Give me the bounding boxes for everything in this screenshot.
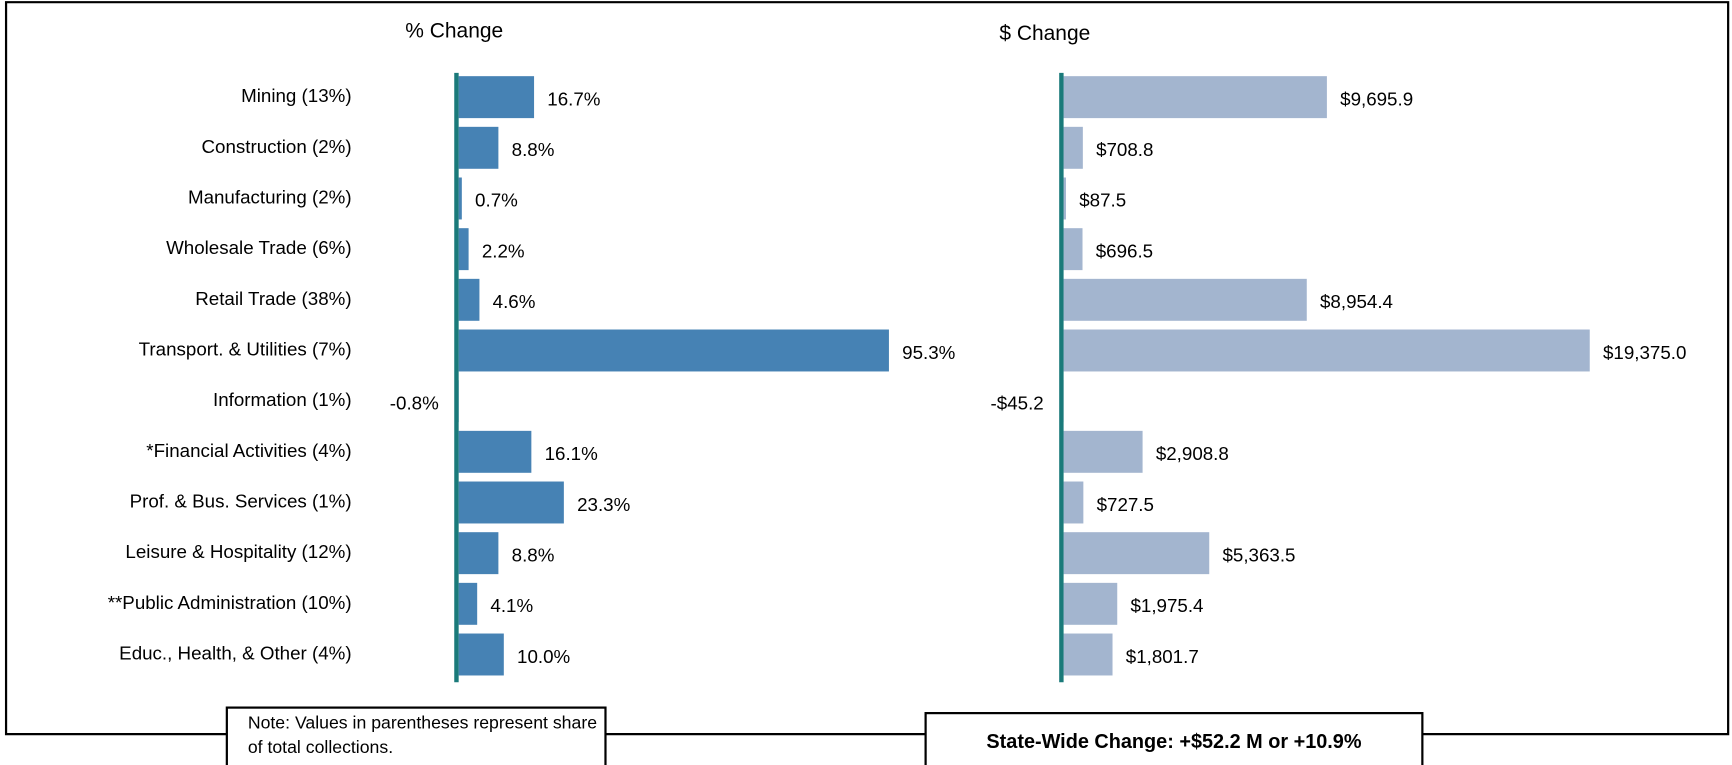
summary-box (924, 712, 1424, 765)
category-label: Information (1%) (213, 389, 352, 410)
value-label: $19,375.0 (1603, 342, 1686, 363)
bar (458, 76, 535, 119)
value-label: $1,801.7 (1126, 646, 1199, 667)
note-box (225, 706, 607, 765)
bar (1063, 76, 1327, 119)
value-label: 10.0% (517, 646, 570, 667)
category-label: **Public Administration (10%) (108, 592, 352, 613)
bar (1063, 278, 1307, 321)
category-label: Educ., Health, & Other (4%) (119, 642, 351, 663)
bar (458, 278, 480, 321)
bar (458, 430, 532, 473)
value-label: 95.3% (902, 342, 955, 363)
value-label: 23.3% (577, 494, 630, 515)
bar (458, 582, 478, 625)
category-label: Retail Trade (38%) (195, 288, 351, 309)
category-label: Leisure & Hospitality (12%) (125, 541, 351, 562)
bar (458, 481, 564, 524)
chart-title: % Change (405, 20, 503, 43)
value-label: 8.8% (512, 139, 555, 160)
bar (1063, 430, 1143, 473)
value-label: $708.8 (1096, 139, 1153, 160)
value-label: 4.6% (493, 291, 536, 312)
category-label: Transport. & Utilities (7%) (139, 338, 352, 359)
value-label: $5,363.5 (1222, 544, 1295, 565)
chart-title: $ Change (999, 22, 1090, 45)
bar (1063, 532, 1210, 575)
bar (1063, 481, 1084, 524)
category-label: Mining (13%) (241, 85, 351, 106)
note: Note: Values in parentheses represent sh… (247, 714, 598, 758)
bar (458, 228, 469, 271)
category-label: Manufacturing (2%) (188, 186, 352, 207)
value-label: $9,695.9 (1340, 88, 1413, 109)
bar (458, 126, 499, 169)
category-label: Wholesale Trade (6%) (166, 237, 351, 258)
bar (458, 532, 499, 575)
bar (1063, 177, 1066, 220)
bar (1063, 329, 1590, 372)
value-label: -$45.2 (991, 392, 1044, 413)
bar (1063, 126, 1083, 169)
value-label: $87.5 (1079, 190, 1126, 211)
bar (1063, 633, 1113, 676)
value-label: $727.5 (1097, 494, 1154, 515)
value-label: 16.1% (545, 443, 598, 464)
value-label: $696.5 (1096, 240, 1153, 261)
category-label: Prof. & Bus. Services (1%) (130, 490, 352, 511)
category-label: Construction (2%) (202, 136, 352, 157)
value-label: 0.7% (475, 190, 518, 211)
bar (458, 177, 462, 220)
value-label: 16.7% (547, 88, 600, 109)
value-label: 2.2% (482, 240, 525, 261)
bar (1063, 582, 1118, 625)
value-label: 8.8% (512, 544, 555, 565)
value-label: $2,908.8 (1156, 443, 1229, 464)
bar (458, 633, 504, 676)
value-label: -0.8% (390, 392, 439, 413)
value-label: $1,975.4 (1130, 595, 1203, 616)
frame (4, 1, 1730, 736)
category-label: *Financial Activities (4%) (146, 440, 351, 461)
summary: State-Wide Change: +$52.2 M or +10.9% (986, 731, 1361, 753)
bar (458, 329, 889, 372)
value-label: 4.1% (490, 595, 533, 616)
value-label: $8,954.4 (1320, 291, 1393, 312)
note-text: Note: Values in parentheses represent sh… (247, 714, 598, 758)
bar (1063, 228, 1083, 271)
